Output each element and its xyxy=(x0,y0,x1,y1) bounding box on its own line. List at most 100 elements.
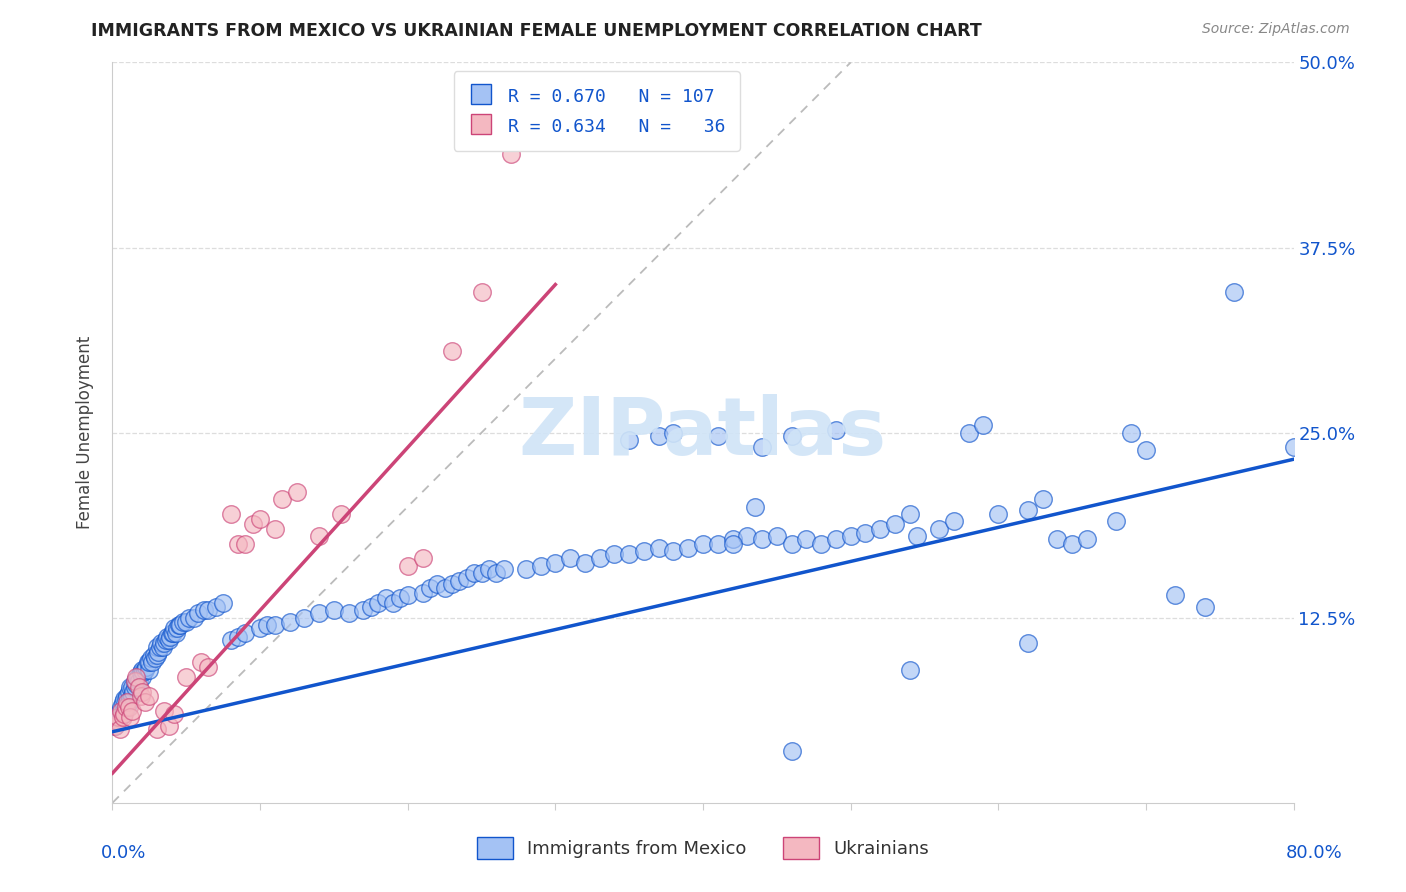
Point xyxy=(131,670,153,684)
Point xyxy=(127,670,149,684)
Point xyxy=(1062,536,1084,550)
Point xyxy=(111,695,134,709)
Point xyxy=(396,558,419,573)
Point xyxy=(219,632,242,647)
Point xyxy=(1032,492,1054,507)
Point xyxy=(226,630,249,644)
Point xyxy=(121,681,143,695)
Point xyxy=(242,517,264,532)
Point xyxy=(456,571,478,585)
Point xyxy=(233,536,256,550)
Point xyxy=(1119,425,1142,440)
Point xyxy=(114,699,136,714)
Point xyxy=(150,636,173,650)
Point xyxy=(162,625,184,640)
Point xyxy=(118,685,141,699)
Point xyxy=(337,607,360,621)
Point xyxy=(141,655,163,669)
Point xyxy=(751,533,773,547)
Point xyxy=(107,706,129,721)
Point xyxy=(884,517,907,532)
Point xyxy=(987,507,1010,521)
Point xyxy=(706,428,728,442)
Point xyxy=(132,665,155,680)
Point xyxy=(118,699,141,714)
Point xyxy=(226,536,249,550)
Point xyxy=(125,670,148,684)
Point xyxy=(136,655,159,669)
Point xyxy=(233,625,256,640)
Point xyxy=(558,551,582,566)
Point xyxy=(104,719,127,733)
Point xyxy=(138,655,160,669)
Point xyxy=(441,576,464,591)
Point xyxy=(928,522,950,536)
Point xyxy=(264,522,287,536)
Point xyxy=(107,714,129,729)
Point xyxy=(129,689,152,703)
Point xyxy=(112,704,135,718)
Point xyxy=(131,685,153,699)
Text: Source: ZipAtlas.com: Source: ZipAtlas.com xyxy=(1202,22,1350,37)
Point xyxy=(824,533,846,547)
Point xyxy=(721,536,744,550)
Point xyxy=(824,423,846,437)
Point xyxy=(501,147,523,161)
Point xyxy=(537,112,560,126)
Point xyxy=(129,665,152,680)
Point xyxy=(160,625,183,640)
Point xyxy=(449,574,471,588)
Point xyxy=(1164,589,1187,603)
Point xyxy=(172,615,194,629)
Point xyxy=(647,428,671,442)
Point xyxy=(869,522,891,536)
Point xyxy=(374,591,396,606)
Point xyxy=(810,536,832,550)
Point xyxy=(112,692,135,706)
Text: ZIPatlas: ZIPatlas xyxy=(519,393,887,472)
Point xyxy=(205,600,228,615)
Point xyxy=(367,596,389,610)
Point xyxy=(721,533,744,547)
Point xyxy=(662,425,685,440)
Point xyxy=(574,556,596,570)
Point xyxy=(159,630,181,644)
Point xyxy=(1135,443,1157,458)
Point xyxy=(138,689,160,703)
Point xyxy=(120,710,142,724)
Point xyxy=(167,618,190,632)
Point xyxy=(1017,502,1039,516)
Point xyxy=(249,511,271,525)
Text: 0.0%: 0.0% xyxy=(101,844,146,862)
Point xyxy=(973,418,995,433)
Point xyxy=(898,507,921,521)
Point xyxy=(1223,285,1246,299)
Point xyxy=(124,681,146,695)
Point xyxy=(152,640,174,655)
Point xyxy=(1282,441,1305,455)
Y-axis label: Female Unemployment: Female Unemployment xyxy=(76,336,94,529)
Point xyxy=(692,536,714,550)
Point xyxy=(121,704,143,718)
Point xyxy=(134,695,156,709)
Point xyxy=(839,529,862,543)
Point xyxy=(156,630,179,644)
Point xyxy=(165,625,187,640)
Point xyxy=(419,581,441,595)
Point xyxy=(111,706,134,721)
Point xyxy=(396,589,419,603)
Text: 80.0%: 80.0% xyxy=(1286,844,1343,862)
Point xyxy=(898,663,921,677)
Point xyxy=(411,551,433,566)
Point xyxy=(157,719,180,733)
Point xyxy=(433,581,456,595)
Point xyxy=(411,585,433,599)
Point xyxy=(190,655,212,669)
Point xyxy=(292,610,315,624)
Point xyxy=(744,500,766,514)
Point xyxy=(146,722,169,736)
Point xyxy=(153,636,176,650)
Point xyxy=(138,663,160,677)
Point xyxy=(780,744,803,758)
Point xyxy=(470,285,494,299)
